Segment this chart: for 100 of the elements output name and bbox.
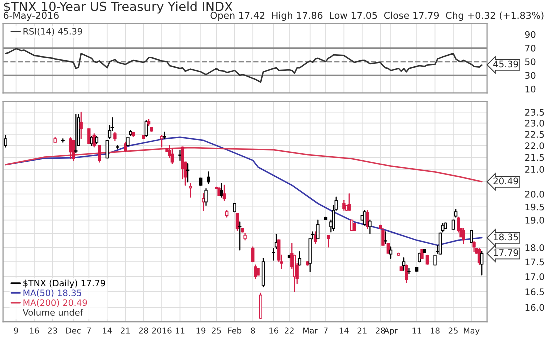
candlestick (262, 258, 266, 288)
x-tick-label: 16 (30, 328, 40, 334)
candlestick (207, 172, 210, 185)
y-tick-label: 17.0 (526, 274, 544, 280)
candlestick (252, 246, 255, 263)
candlestick (326, 234, 330, 248)
y-tick-label: 21.0 (525, 166, 544, 174)
y-tick-label: 16.5 (526, 288, 544, 296)
candlestick (189, 183, 192, 198)
x-tick-label: 11 (412, 328, 422, 334)
x-tick-label: 2016 (152, 328, 172, 334)
line-series (5, 147, 483, 183)
y-tick-label: 90 (525, 31, 536, 38)
x-tick-label: 16 (270, 328, 279, 334)
x-tick-label: 28 (376, 328, 386, 334)
x-tick-label: 25 (448, 328, 458, 334)
candlestick (348, 193, 351, 212)
candlestick (434, 254, 437, 266)
x-tick-label: 18 (431, 328, 440, 334)
candlestick (452, 220, 456, 230)
y-tick-label: 23.5 (525, 109, 544, 116)
candlestick (4, 135, 8, 148)
candlestick (170, 148, 174, 165)
annotation: Volume undef (22, 309, 84, 316)
candlestick (298, 251, 302, 266)
y-tick-label: 17.5 (526, 258, 544, 266)
x-tick-label: Dec (66, 328, 81, 334)
candlestick (389, 246, 393, 260)
candlestick (462, 228, 466, 244)
x-tick-label: 23 (48, 328, 58, 334)
candlestick (382, 228, 385, 246)
annotation: 45.39 (494, 60, 518, 68)
candlestick (386, 242, 390, 254)
text: Open 17.42 High 17.86 Low 17.05 Close 17.79 Chg +0.32 (+1.83%) (210, 12, 544, 22)
x-tick-label: May (464, 328, 480, 336)
candlestick (124, 142, 128, 152)
y-tick-label: 30 (525, 72, 536, 80)
candlestick (314, 232, 318, 244)
x-tick-label: 21 (121, 328, 130, 334)
candlestick (438, 232, 442, 255)
candlestick (220, 183, 224, 198)
legend-label: $TNX (Daily) 17.79 (24, 280, 106, 288)
candlestick (74, 114, 78, 154)
candlestick (222, 184, 226, 202)
candlestick (368, 220, 372, 234)
annotation: 18.35 (494, 234, 518, 241)
candlestick (402, 257, 406, 272)
candlestick (470, 230, 474, 244)
x-tick-label: Mar (304, 328, 318, 334)
line-series (5, 48, 483, 84)
y-tick-label: 18.0 (526, 244, 544, 252)
y-tick-label: 50 (525, 58, 536, 66)
legend-label: MA(50) 18.35 (24, 290, 82, 298)
candlestick (405, 264, 408, 284)
x-tick-label: 19 (196, 328, 206, 334)
y-tick-label: 21.5 (525, 154, 544, 162)
candlestick (98, 145, 102, 163)
x-tick-label: 21 (358, 328, 367, 334)
candlestick (106, 140, 109, 159)
x-tick-label: 25 (212, 328, 222, 334)
annotation: 17.79 (494, 250, 518, 256)
x-tick-label: 28 (139, 328, 148, 334)
chart-subtitle: 6-May-2016 (4, 12, 59, 22)
x-tick-label: 9 (14, 328, 18, 334)
candlestick (238, 222, 242, 251)
y-tick-label: 70 (526, 44, 536, 52)
annotation: 20.49 (494, 178, 518, 185)
y-tick-label: 23.0 (525, 120, 544, 127)
y-tick-label: 22.0 (525, 142, 544, 150)
y-tick-label: 16.0 (526, 304, 544, 312)
legend-label: MA(200) 20.49 (24, 299, 88, 308)
candlestick (144, 120, 148, 138)
candlestick (384, 232, 388, 244)
y-tick-label: 20.0 (525, 191, 544, 198)
x-tick-label: 14 (340, 328, 349, 334)
candlestick (80, 112, 83, 140)
y-tick-label: 22.5 (525, 131, 544, 138)
candlestick (316, 220, 320, 240)
x-tick-label: 14 (103, 328, 112, 334)
x-tick-label: 11 (176, 328, 185, 334)
candlestick (480, 251, 484, 276)
candlestick (259, 292, 263, 320)
candlestick (408, 268, 411, 275)
x-tick-label: 7 (87, 328, 92, 334)
candlestick (472, 241, 476, 253)
candlestick (88, 128, 91, 145)
candlestick (72, 140, 76, 162)
y-tick-label: 19.0 (526, 217, 544, 224)
legend-label: RSI(14) 45.39 (24, 28, 82, 36)
x-tick-label: 7 (324, 328, 328, 334)
x-tick-label: Apr (384, 328, 398, 336)
x-tick-label: 8 (251, 328, 256, 334)
candlestick (254, 264, 258, 280)
candlestick (236, 213, 240, 232)
y-tick-label: 19.5 (526, 204, 544, 211)
x-tick-label: 22 (285, 328, 294, 334)
candlestick (420, 248, 424, 260)
y-tick-label: 10 (526, 86, 536, 93)
x-tick-label: Feb (228, 328, 242, 334)
candlestick (204, 188, 208, 206)
